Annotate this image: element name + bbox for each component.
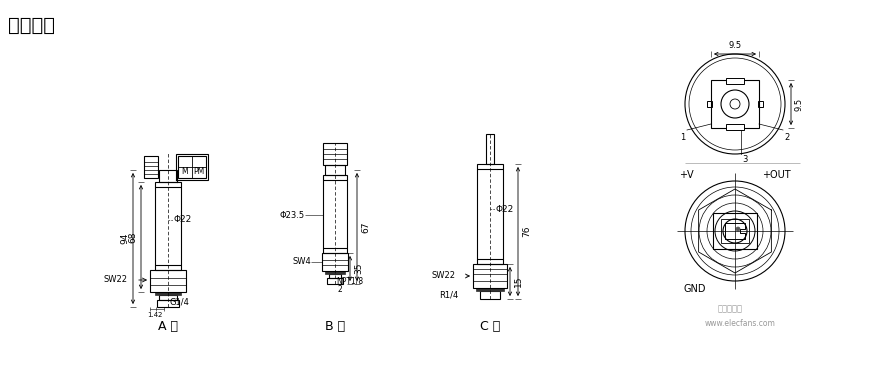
Bar <box>155 182 181 270</box>
Bar <box>178 156 206 178</box>
Bar <box>473 264 507 288</box>
Text: 76: 76 <box>522 226 531 237</box>
Bar <box>713 213 757 249</box>
Bar <box>159 170 177 182</box>
Text: 2: 2 <box>158 312 162 318</box>
Text: 3: 3 <box>742 155 747 163</box>
Bar <box>726 78 744 84</box>
Text: 68: 68 <box>128 231 137 243</box>
Text: 15: 15 <box>514 276 523 287</box>
Text: 2: 2 <box>784 133 789 141</box>
Bar <box>480 291 500 299</box>
Text: 电子发烧友: 电子发烧友 <box>718 304 743 313</box>
Text: +OUT: +OUT <box>762 170 791 180</box>
Bar <box>325 271 345 274</box>
Circle shape <box>736 227 740 231</box>
Bar <box>486 134 494 164</box>
Text: 67: 67 <box>361 221 370 233</box>
Bar <box>707 101 712 107</box>
Bar <box>758 101 763 107</box>
Text: www.elecfans.com: www.elecfans.com <box>704 319 775 329</box>
Bar <box>159 295 177 300</box>
Bar <box>476 288 504 291</box>
Text: 外型结构: 外型结构 <box>8 16 55 35</box>
Bar <box>150 270 186 292</box>
Text: 2: 2 <box>338 285 342 293</box>
Text: Φ23.5: Φ23.5 <box>280 210 305 219</box>
Bar <box>711 80 759 128</box>
Text: 9.5: 9.5 <box>728 41 742 50</box>
Text: PM: PM <box>193 168 205 177</box>
Text: C 型: C 型 <box>480 321 500 334</box>
Text: 35: 35 <box>354 263 363 274</box>
Bar <box>144 156 158 178</box>
Text: Φ22: Φ22 <box>174 216 192 224</box>
Bar <box>726 124 744 130</box>
Text: G1/4: G1/4 <box>170 298 190 307</box>
Bar <box>322 253 348 271</box>
Text: R1/4: R1/4 <box>438 290 458 299</box>
Text: Φ22: Φ22 <box>496 205 514 213</box>
Text: SW4: SW4 <box>292 257 311 266</box>
Bar <box>157 300 179 307</box>
Bar <box>327 278 343 284</box>
Text: NPT1/8: NPT1/8 <box>336 277 363 285</box>
Text: +V: +V <box>679 170 694 180</box>
Bar <box>176 154 208 180</box>
Bar <box>721 219 749 243</box>
Text: 94: 94 <box>120 233 129 244</box>
Bar <box>323 175 347 253</box>
Text: M: M <box>182 168 188 177</box>
Bar <box>323 143 347 165</box>
Bar <box>155 292 181 295</box>
Bar <box>325 165 345 175</box>
Text: GND: GND <box>683 284 705 294</box>
Text: SW22: SW22 <box>432 271 456 280</box>
Text: 1.4: 1.4 <box>147 312 158 318</box>
Text: 1: 1 <box>681 133 686 141</box>
Bar <box>329 274 341 278</box>
Text: 9.5: 9.5 <box>795 97 804 111</box>
Text: A 型: A 型 <box>158 321 178 334</box>
Text: B 型: B 型 <box>325 321 345 334</box>
Bar <box>477 164 503 264</box>
Text: SW22: SW22 <box>104 276 128 285</box>
